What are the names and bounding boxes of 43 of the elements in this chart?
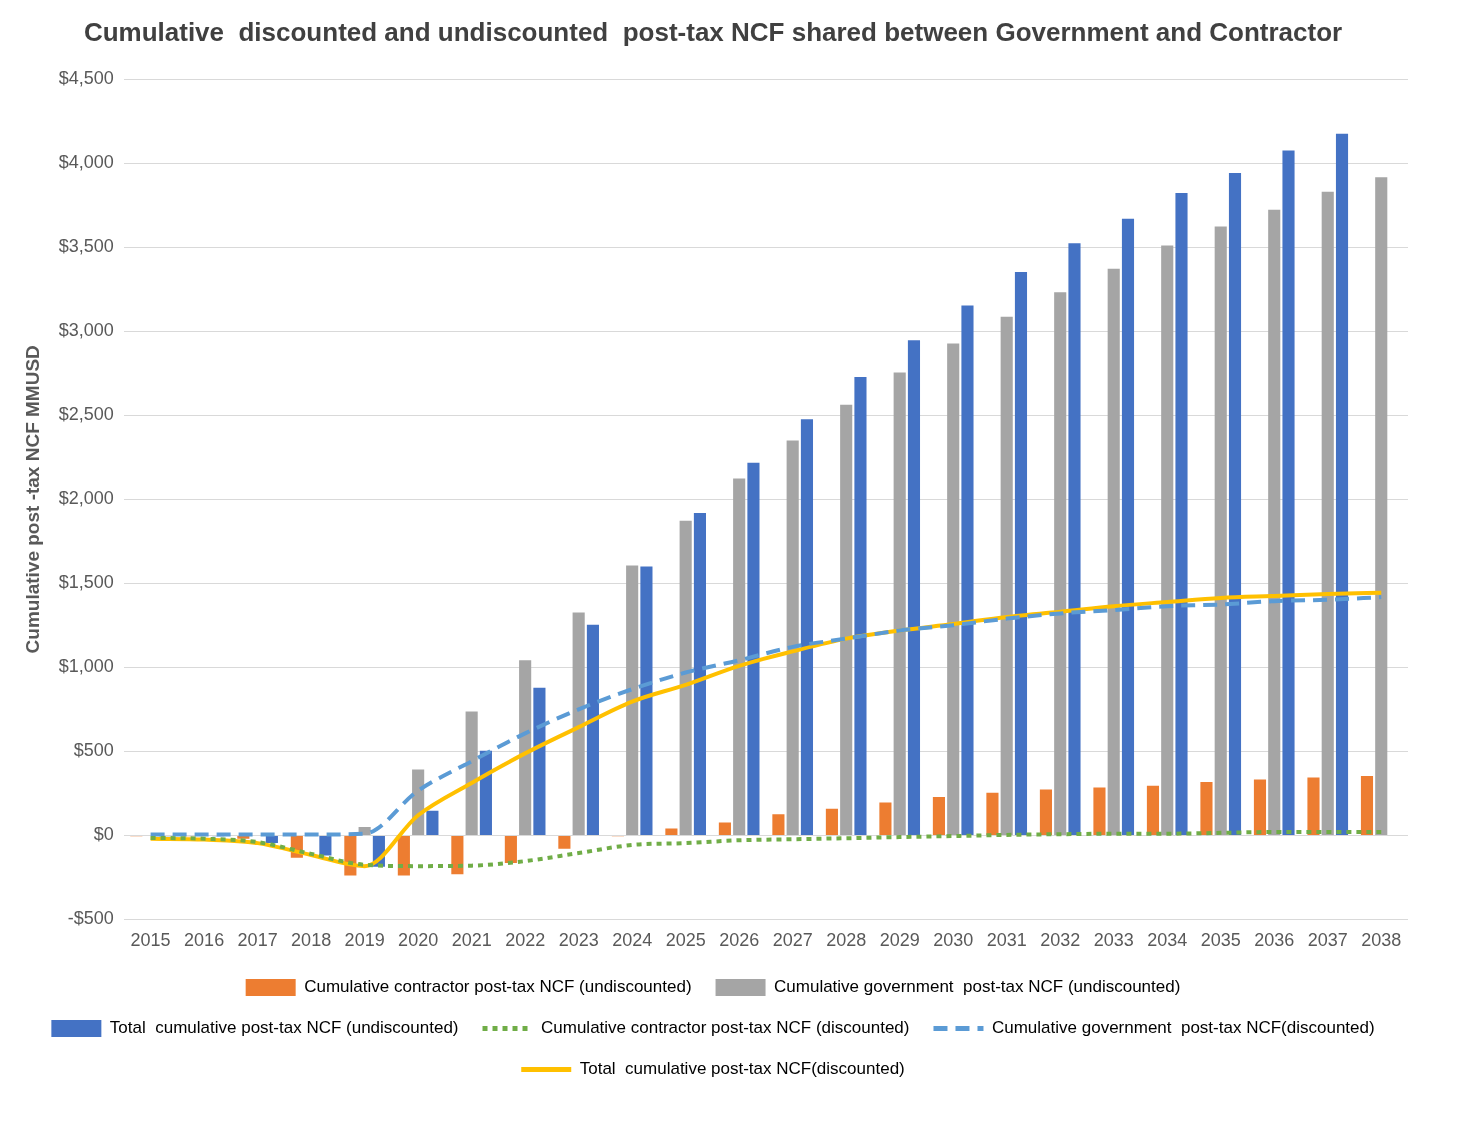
x-tick-label: 2019 [344, 930, 385, 951]
x-tick-label: 2028 [826, 930, 867, 951]
x-tick-label: 2027 [772, 930, 813, 951]
legend-label: Cumulative government post-tax NCF(discounted) [991, 1018, 1375, 1038]
x-tick-label: 2023 [558, 930, 599, 951]
y-tick-label: $3,500 [58, 236, 114, 257]
x-tick-label: 2037 [1307, 930, 1348, 951]
legend-label: Cumulative contractor post-tax NCF (discounted) [541, 1018, 910, 1038]
chart-title: Cumulative discounted and undiscounted post-tax NCF shared between Government and Contractor [83, 16, 1343, 47]
legend-label: Cumulative government post-tax NCF (undiscounted) [774, 977, 1181, 997]
x-tick-label: 2036 [1254, 930, 1295, 951]
y-tick-label: $2,000 [58, 488, 114, 509]
x-tick-label: 2034 [1147, 930, 1188, 951]
x-tick-label: 2022 [505, 930, 546, 951]
x-tick-label: 2021 [451, 930, 492, 951]
x-tick-label: 2015 [130, 930, 171, 951]
x-tick-label: 2033 [1093, 930, 1134, 951]
legend-label: Total cumulative post-tax NCF(discounted) [579, 1059, 905, 1079]
y-axis-title: Cumulative post -tax NCF MMUSD [21, 345, 43, 654]
legend-label: Total cumulative post-tax NCF (undiscounted) [109, 1018, 459, 1038]
x-tick-label: 2035 [1200, 930, 1241, 951]
x-tick-label: 2025 [665, 930, 706, 951]
x-tick-label: 2029 [879, 930, 920, 951]
x-tick-label: 2017 [237, 930, 278, 951]
y-tick-label: $4,000 [58, 152, 114, 173]
y-tick-label: $1,000 [58, 656, 114, 677]
y-tick-label: $0 [93, 824, 114, 845]
x-tick-label: 2018 [291, 930, 332, 951]
legend-label: Cumulative contractor post-tax NCF (undiscounted) [304, 977, 692, 997]
x-tick-label: 2024 [612, 930, 653, 951]
y-tick-label: $2,500 [58, 404, 114, 425]
x-tick-label: 2038 [1361, 930, 1402, 951]
x-tick-label: 2016 [184, 930, 225, 951]
x-tick-label: 2020 [398, 930, 439, 951]
x-tick-label: 2026 [719, 930, 760, 951]
y-tick-label: $4,500 [58, 68, 114, 89]
y-tick-label: $3,000 [58, 320, 114, 341]
y-tick-label: $500 [73, 740, 114, 761]
x-tick-label: 2030 [933, 930, 974, 951]
x-tick-label: 2032 [1040, 930, 1081, 951]
y-tick-label: $1,500 [58, 572, 114, 593]
y-tick-label: -$500 [67, 908, 114, 929]
x-tick-label: 2031 [986, 930, 1027, 951]
